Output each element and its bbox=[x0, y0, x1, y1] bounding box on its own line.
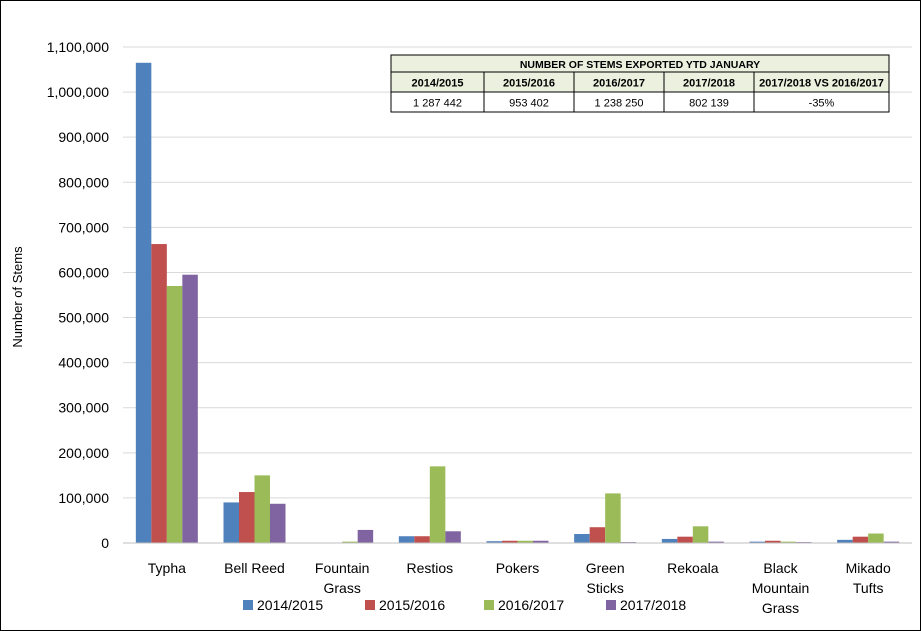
table-header: 2017/2018 bbox=[683, 78, 735, 90]
bar bbox=[677, 536, 693, 543]
legend-swatch bbox=[484, 600, 494, 610]
bar bbox=[357, 529, 374, 543]
y-axis-title: Number of Stems bbox=[10, 246, 25, 348]
legend-swatch bbox=[365, 600, 375, 610]
y-tick-label: 500,000 bbox=[58, 310, 109, 326]
table-value: -35% bbox=[809, 98, 835, 110]
bar bbox=[883, 541, 900, 543]
bar bbox=[868, 533, 884, 543]
table-value: 1 287 442 bbox=[413, 98, 462, 110]
bar bbox=[151, 244, 167, 543]
y-tick-label: 600,000 bbox=[58, 264, 109, 280]
bar bbox=[445, 531, 461, 543]
legend-label: 2014/2015 bbox=[257, 597, 323, 613]
bar bbox=[223, 502, 239, 543]
bar bbox=[605, 493, 621, 543]
legend-label: 2016/2017 bbox=[498, 597, 564, 613]
x-tick-label: Bell Reed bbox=[224, 560, 285, 576]
bar bbox=[429, 466, 446, 543]
summary-table: NUMBER OF STEMS EXPORTED YTD JANUARY 2014… bbox=[390, 54, 890, 113]
bar bbox=[692, 526, 709, 543]
table-header: 2015/2016 bbox=[503, 78, 555, 90]
table-title: NUMBER OF STEMS EXPORTED YTD JANUARY bbox=[520, 59, 760, 71]
y-tick-label: 900,000 bbox=[58, 129, 109, 145]
x-tick-label: Fountain Grass bbox=[315, 560, 369, 596]
bar bbox=[486, 541, 502, 543]
bar bbox=[517, 540, 533, 543]
bar bbox=[254, 475, 270, 543]
bar bbox=[574, 533, 590, 543]
table-value: 953 402 bbox=[509, 98, 549, 110]
legend-swatch bbox=[243, 600, 253, 610]
bar bbox=[166, 285, 183, 543]
axes: 0 100,000 200,000 300,000 400,000 500,000 600,… bbox=[47, 39, 912, 616]
y-tick-label: 100,000 bbox=[58, 490, 109, 506]
bar bbox=[414, 536, 430, 543]
legend-swatch bbox=[606, 600, 616, 610]
table-value: 1 238 250 bbox=[595, 98, 644, 110]
bar bbox=[239, 492, 255, 543]
legend-label: 2015/2016 bbox=[379, 597, 445, 613]
x-tick-label: Typha bbox=[148, 560, 186, 576]
y-tick-label: 800,000 bbox=[58, 174, 109, 190]
bar bbox=[765, 540, 781, 543]
bar bbox=[533, 540, 549, 543]
bar bbox=[270, 503, 286, 543]
bar bbox=[589, 527, 606, 543]
x-tick-label: Black Mountain Grass bbox=[752, 560, 810, 616]
x-tick-label: Green Sticks bbox=[586, 560, 625, 596]
bar bbox=[135, 62, 152, 543]
bar bbox=[780, 541, 796, 543]
legend: 2014/2015 2015/2016 2016/2017 2017/2018 bbox=[243, 597, 686, 613]
table-value-cell bbox=[753, 91, 890, 113]
y-tick-label: 1,000,000 bbox=[47, 84, 109, 100]
y-tick-label: 0 bbox=[101, 535, 109, 551]
bar bbox=[342, 541, 358, 543]
x-tick-label: Mikado Tufts bbox=[846, 560, 891, 596]
legend-label: 2017/2018 bbox=[620, 597, 686, 613]
x-tick-label: Pokers bbox=[496, 560, 540, 576]
bar bbox=[852, 536, 869, 543]
bar bbox=[398, 536, 415, 543]
y-tick-label: 200,000 bbox=[58, 445, 109, 461]
table-header: 2014/2015 bbox=[412, 78, 464, 90]
y-tick-label: 400,000 bbox=[58, 355, 109, 371]
y-tick-label: 300,000 bbox=[58, 400, 109, 416]
x-tick-label: Restios bbox=[406, 560, 453, 576]
bar bbox=[661, 538, 678, 543]
table-value: 802 139 bbox=[689, 98, 729, 110]
y-tick-label: 700,000 bbox=[58, 219, 109, 235]
bar bbox=[708, 541, 724, 543]
y-tick-label: 1,100,000 bbox=[47, 39, 109, 55]
bar bbox=[502, 540, 518, 543]
x-tick-label: Rekoala bbox=[667, 560, 719, 576]
bar bbox=[837, 539, 853, 543]
bars bbox=[135, 62, 900, 543]
bar bbox=[182, 274, 198, 543]
table-header: 2016/2017 bbox=[593, 78, 645, 90]
bar bbox=[749, 541, 765, 543]
table-header: 2017/2018 VS 2016/2017 bbox=[759, 78, 884, 90]
